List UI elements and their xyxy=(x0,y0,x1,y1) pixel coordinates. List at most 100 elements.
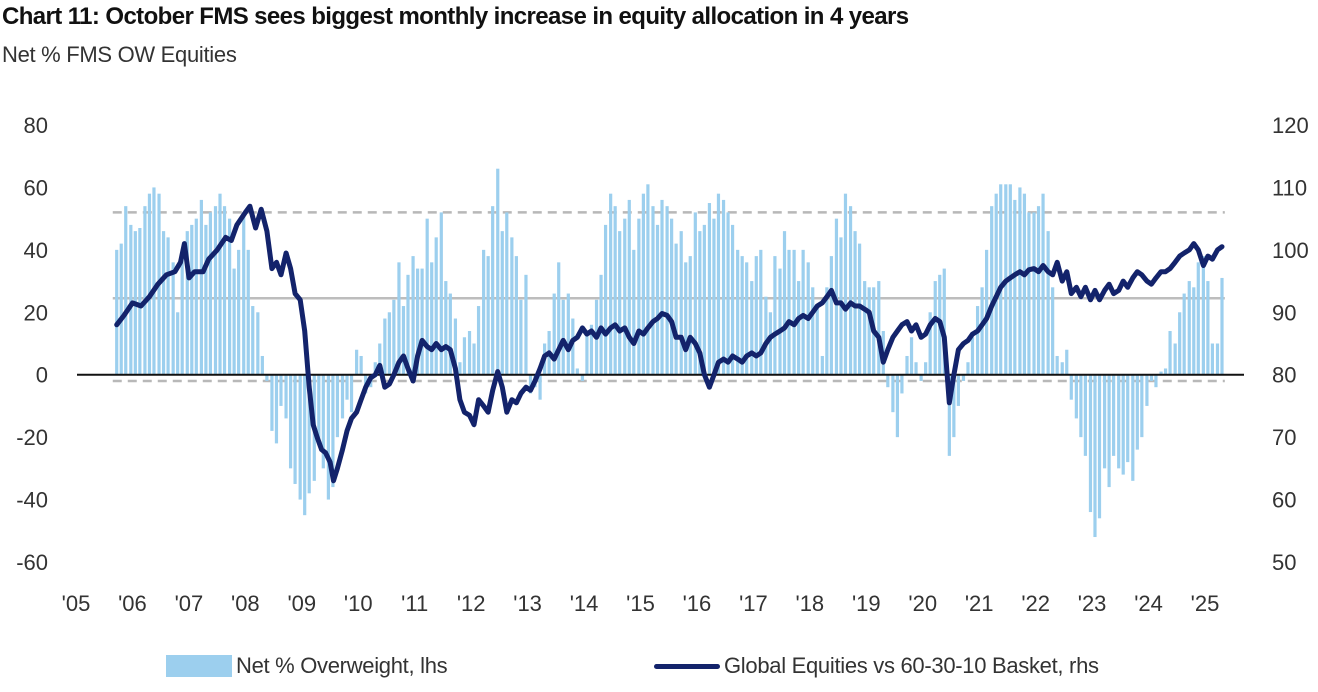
bar-88 xyxy=(528,374,533,394)
x-tick-17: '22 xyxy=(1021,591,1050,616)
bar-125 xyxy=(702,224,706,375)
x-tick-1: '06 xyxy=(118,591,147,616)
bar-155 xyxy=(843,193,848,375)
bar-47 xyxy=(335,374,340,438)
bar-37 xyxy=(288,374,293,469)
bar-57 xyxy=(383,318,387,375)
x-tick-12: '17 xyxy=(739,591,768,616)
bar-15 xyxy=(185,231,189,375)
bar-235 xyxy=(1220,277,1224,375)
bar-76 xyxy=(472,343,476,375)
bar-206 xyxy=(1083,374,1087,456)
bar-203 xyxy=(1069,374,1073,400)
bar-148 xyxy=(811,287,815,375)
bar-46 xyxy=(331,374,335,488)
bar-65 xyxy=(420,268,424,375)
bar-151 xyxy=(825,287,829,375)
bar-135 xyxy=(750,281,754,375)
legend-swatch-line xyxy=(654,663,720,669)
y-right-tick-5: 70 xyxy=(1272,425,1296,450)
chart-subtitle: Net % FMS OW Equities xyxy=(2,42,237,67)
bar-217 xyxy=(1135,374,1139,450)
bar-157 xyxy=(853,231,857,375)
bar-117 xyxy=(665,206,669,375)
bar-152 xyxy=(829,256,833,375)
y-left-tick-1: 60 xyxy=(24,175,48,200)
y-right-tick-4: 80 xyxy=(1272,363,1296,388)
bar-195 xyxy=(1032,212,1036,375)
bar-128 xyxy=(716,193,721,375)
bar-198 xyxy=(1046,231,1050,375)
bar-50 xyxy=(349,374,354,413)
bar-series xyxy=(115,168,1224,538)
bar-111 xyxy=(637,218,641,375)
x-tick-18: '23 xyxy=(1078,591,1107,616)
y-right-tick-7: 50 xyxy=(1272,550,1296,575)
bar-223 xyxy=(1163,368,1168,375)
bar-74 xyxy=(462,337,467,375)
bar-68 xyxy=(434,237,438,375)
bar-6 xyxy=(143,206,147,375)
bar-139 xyxy=(768,312,772,375)
bar-45 xyxy=(326,374,330,500)
bar-104 xyxy=(603,224,608,375)
bar-66 xyxy=(425,218,429,375)
bar-1 xyxy=(119,243,123,375)
bar-159 xyxy=(863,281,867,375)
bar-144 xyxy=(792,249,796,375)
bar-20 xyxy=(208,212,213,375)
bar-70 xyxy=(444,281,448,375)
bar-96 xyxy=(566,293,570,375)
legend-label-bars: Net % Overweight, lhs xyxy=(236,653,448,678)
bar-41 xyxy=(307,374,311,494)
bar-32 xyxy=(265,374,269,381)
bar-184 xyxy=(980,287,984,375)
bar-52 xyxy=(359,355,363,375)
bar-145 xyxy=(797,281,801,375)
bar-25 xyxy=(232,268,236,375)
bar-228 xyxy=(1187,281,1191,375)
x-tick-13: '18 xyxy=(796,591,825,616)
bar-116 xyxy=(660,199,664,375)
legend-item-line: Global Equities vs 60-30-10 Basket, rhs xyxy=(654,650,1099,682)
bar-183 xyxy=(975,306,980,375)
y-axis-right: 120 110 100 90 80 70 60 50 xyxy=(1272,113,1309,575)
y-left-tick-3: 20 xyxy=(24,300,48,325)
bar-43 xyxy=(317,374,321,444)
bar-60 xyxy=(397,262,401,375)
bar-211 xyxy=(1107,374,1111,488)
bar-30 xyxy=(256,312,260,375)
bar-181 xyxy=(966,362,970,375)
reference-lines xyxy=(112,211,1225,383)
bar-216 xyxy=(1131,374,1135,481)
y-right-tick-0: 120 xyxy=(1272,113,1309,138)
bar-160 xyxy=(867,287,871,375)
bar-209 xyxy=(1097,374,1102,519)
x-tick-19: '24 xyxy=(1134,591,1163,616)
x-tick-8: '13 xyxy=(513,591,542,616)
bar-182 xyxy=(970,337,975,375)
bar-73 xyxy=(458,362,462,375)
legend-label-line: Global Equities vs 60-30-10 Basket, rhs xyxy=(724,653,1099,678)
bar-120 xyxy=(679,231,683,375)
bar-225 xyxy=(1173,343,1177,375)
bar-136 xyxy=(754,256,758,375)
bar-48 xyxy=(340,374,345,419)
bar-200 xyxy=(1055,355,1059,375)
bar-196 xyxy=(1036,206,1041,375)
bar-234 xyxy=(1215,343,1220,375)
bar-119 xyxy=(674,243,678,375)
bar-113 xyxy=(646,184,650,375)
bar-149 xyxy=(815,306,819,375)
y-left-tick-4: 0 xyxy=(36,363,48,388)
bar-44 xyxy=(321,374,325,469)
y-right-tick-2: 100 xyxy=(1272,238,1309,263)
bar-80 xyxy=(491,206,495,375)
bar-219 xyxy=(1145,374,1149,406)
bar-106 xyxy=(613,206,617,375)
bar-186 xyxy=(990,206,994,375)
bar-156 xyxy=(848,206,853,375)
bar-99 xyxy=(580,374,585,381)
bar-85 xyxy=(514,256,518,375)
bar-8 xyxy=(152,187,156,375)
